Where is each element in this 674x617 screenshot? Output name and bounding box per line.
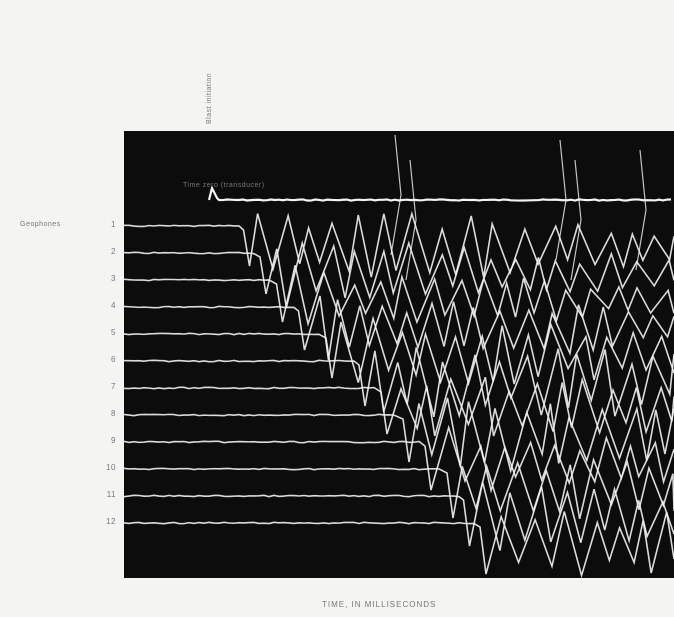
- geophone-trace-9: [123, 424, 674, 494]
- trace-number-label-5: 5: [111, 328, 116, 337]
- trace-number-label-6: 6: [111, 355, 116, 364]
- geophone-trace-1: [123, 210, 674, 278]
- trace-number-label-7: 7: [111, 382, 116, 391]
- trace-number-label-2: 2: [111, 247, 116, 256]
- blast-initiation-label: Blast initiation: [206, 72, 213, 124]
- geophone-trace-3: [123, 265, 674, 327]
- late-arrival-spike-1: [390, 134, 402, 256]
- geophone-trace-12: [123, 511, 674, 579]
- trace-number-label-11: 11: [106, 490, 116, 499]
- geophones-label: Geophones: [20, 221, 61, 228]
- trace-number-label-1: 1: [111, 220, 116, 229]
- trace-number-label-9: 9: [111, 436, 116, 445]
- trace-number-label-4: 4: [111, 301, 116, 310]
- time-zero-trace: [207, 184, 672, 202]
- time-zero-label: Time zero (transducer): [183, 182, 265, 189]
- late-arrival-spike-3: [555, 139, 567, 261]
- trace-number-label-10: 10: [106, 463, 116, 472]
- geophone-trace-8: [123, 397, 674, 475]
- geophone-trace-4: [123, 295, 674, 360]
- late-arrival-spike-2: [405, 159, 417, 281]
- geophone-trace-5: [123, 315, 674, 387]
- late-arrival-spike-5: [635, 149, 647, 271]
- geophone-trace-11: [123, 481, 674, 551]
- x-axis-label: TIME, IN MILLISECONDS: [322, 600, 437, 609]
- trace-number-label-8: 8: [111, 409, 116, 418]
- geophone-trace-6: [123, 347, 674, 419]
- trace-group: [123, 134, 674, 579]
- late-arrival-spike-4: [570, 159, 582, 281]
- trace-number-label-12: 12: [106, 517, 116, 526]
- trace-number-label-3: 3: [111, 274, 116, 283]
- plot-background: [124, 131, 674, 578]
- geophone-trace-10: [123, 457, 674, 520]
